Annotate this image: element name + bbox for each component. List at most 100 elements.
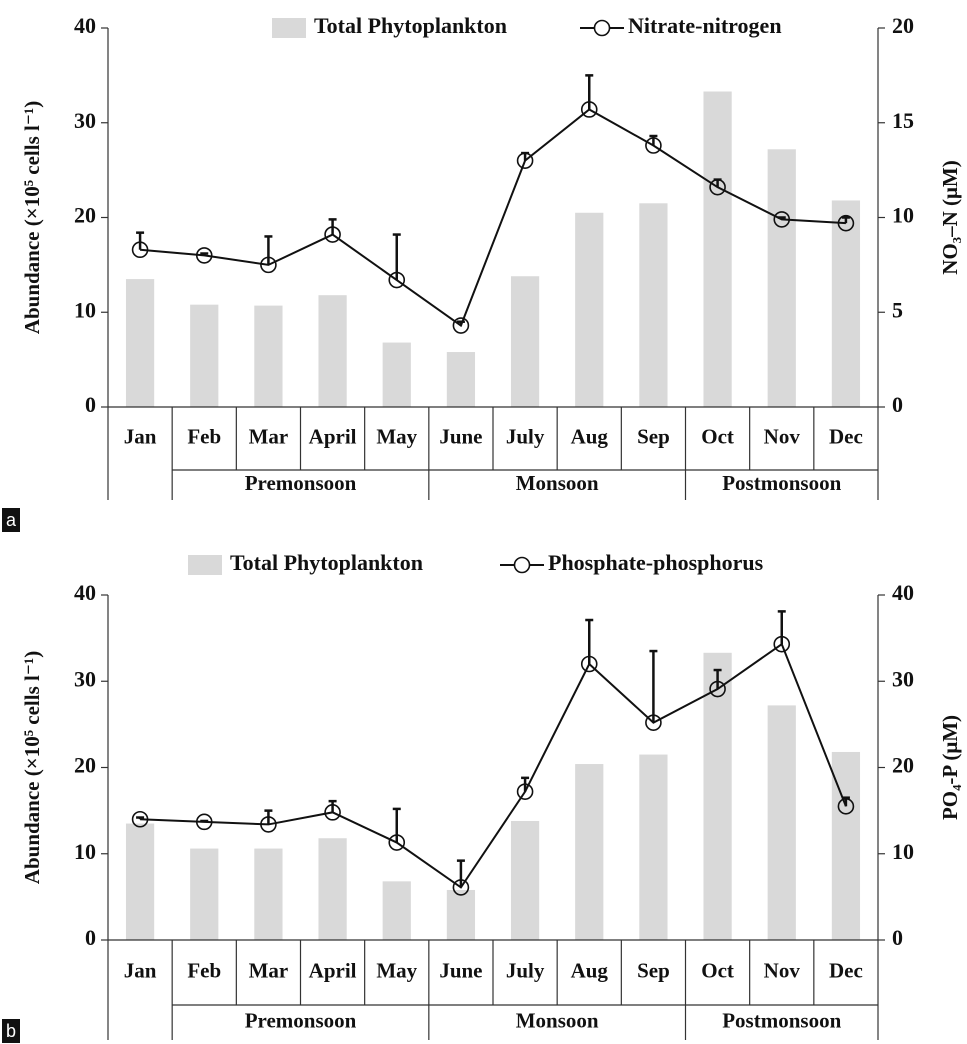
bar [767,705,796,940]
x-tick-label: April [309,958,357,982]
marker [388,271,406,289]
y2-axis-title: NO₃–N (μM) [938,160,962,274]
marker [580,655,598,673]
x-tick-label: Nov [764,424,801,448]
line [139,108,846,328]
y-tick-label: 10 [74,839,96,864]
marker [131,241,149,259]
x-tick-label: Feb [187,958,221,982]
bar [575,764,604,940]
y-tick-label: 20 [74,753,96,778]
marker [580,101,598,118]
y-axis-title: Abundance (×10⁵ cells l⁻¹) [20,101,44,334]
marker [709,680,726,698]
y2-tick-label: 15 [892,108,914,133]
bar [190,304,219,407]
x-tick-label: May [376,424,417,448]
bar [254,305,283,407]
legend-label: Phosphate-phosphorus [548,550,764,575]
legend-swatch [188,555,222,575]
bar [446,889,476,940]
x-tick-label: Oct [701,958,734,982]
group-label: Premonsoon [245,1008,357,1032]
bar [575,212,604,407]
x-tick-label: June [439,424,482,448]
bar [125,279,155,407]
x-tick-label: Jan [124,958,157,982]
bar [767,149,796,407]
panel-tag-box [2,508,20,532]
marker [516,152,534,169]
bar [703,652,732,940]
x-tick-label: July [506,424,545,448]
bar [318,295,347,407]
y2-tick-label: 10 [892,203,914,228]
panel-tag: b [6,1021,16,1041]
marker [645,714,662,731]
y2-axis-title: PO₄-P (μM) [938,715,962,820]
marker [388,834,406,851]
marker [773,211,791,228]
marker [324,804,341,821]
marker [195,813,213,831]
marker [773,635,791,653]
marker [131,810,149,828]
y2-tick-label: 30 [892,666,914,691]
marker [516,783,534,800]
group-label: Postmonsoon [722,1008,841,1032]
y2-tick-label: 20 [892,13,914,38]
bar [639,203,668,407]
bar [190,848,219,940]
marker [260,816,277,833]
x-tick-label: Dec [829,424,863,448]
bar [639,754,668,940]
marker [709,178,726,196]
y2-tick-label: 20 [892,753,914,778]
y-tick-label: 0 [85,392,96,417]
y2-tick-label: 0 [892,392,903,417]
y-axis-title: Abundance (×10⁵ cells l⁻¹) [20,651,44,884]
x-tick-label: June [439,958,482,982]
bar [831,200,861,407]
bar [318,838,347,940]
x-tick-label: Mar [249,424,289,448]
y-tick-label: 40 [74,580,96,605]
group-label: Premonsoon [245,471,357,495]
x-tick-label: Sep [637,958,670,982]
x-tick-label: April [309,424,357,448]
y2-tick-label: 10 [892,839,914,864]
bar [125,823,155,940]
group-label: Monsoon [516,471,599,495]
bar [510,276,540,407]
x-tick-label: May [376,958,417,982]
y2-tick-label: 0 [892,925,903,950]
group-label: Monsoon [516,1008,599,1032]
bar [703,91,732,408]
y-tick-label: 30 [74,108,96,133]
marker [452,317,470,334]
bar [382,881,411,940]
x-tick-label: Aug [571,958,609,982]
y-tick-label: 40 [74,13,96,38]
marker [837,214,855,232]
x-tick-label: Dec [829,958,863,982]
x-tick-label: Oct [701,424,734,448]
y-tick-label: 0 [85,925,96,950]
x-tick-label: Feb [187,424,221,448]
bar [446,352,476,407]
line [140,642,847,889]
x-tick-label: Nov [764,958,801,982]
marker [645,137,662,154]
x-tick-label: Jan [124,424,157,448]
legend-label: Nitrate-nitrogen [628,13,782,38]
x-tick-label: July [506,958,545,982]
y2-tick-label: 5 [892,297,903,322]
x-tick-label: Aug [571,424,609,448]
panel-tag-box [2,1019,20,1043]
x-tick-label: Mar [249,958,289,982]
bar [510,820,540,940]
marker [324,226,341,243]
marker [837,798,855,815]
legend-marker [513,556,531,574]
